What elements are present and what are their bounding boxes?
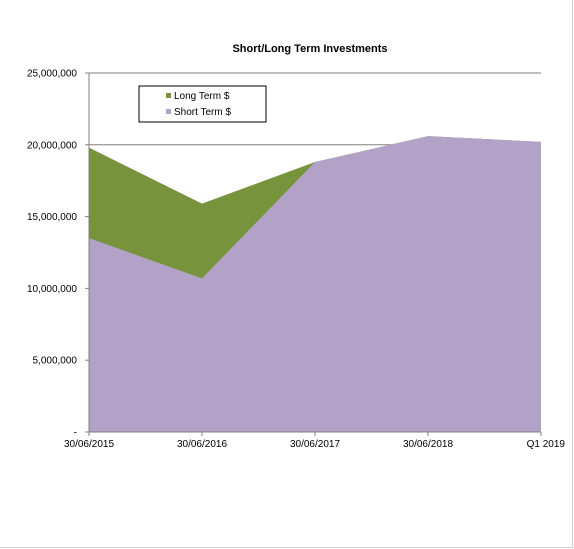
legend-box [138,85,267,123]
x-tick-label: 30/06/2018 [403,439,453,450]
y-tick-label: 15,000,000 [27,212,77,223]
chart-title: Short/Long Term Investments [232,43,387,55]
legend-swatch [166,109,171,114]
x-axis-ticks: 30/06/2015 30/06/2016 30/06/2017 30/06/2018… [64,432,565,450]
y-axis-ticks: - 5,000,000 10,000,000 15,000,000 20,000,000… [27,69,89,439]
x-tick-label: Q1 2019 [527,439,566,450]
y-tick-label: 5,000,000 [33,356,78,367]
series-area-short-term [89,136,541,432]
y-tick-label: 20,000,000 [27,140,77,151]
legend-swatch [166,93,171,98]
x-tick-label: 30/06/2017 [290,439,340,450]
legend-label: Short Term $ [174,107,231,118]
legend-label: Long Term $ [174,91,230,102]
x-tick-label: 30/06/2016 [177,439,227,450]
x-tick-label: 30/06/2015 [64,439,114,450]
y-tick-label: - [74,428,77,439]
series-areas [89,136,541,432]
legend: Long Term $ Short Term $ [138,85,267,123]
y-tick-label: 25,000,000 [27,69,77,80]
y-tick-label: 10,000,000 [27,284,77,295]
